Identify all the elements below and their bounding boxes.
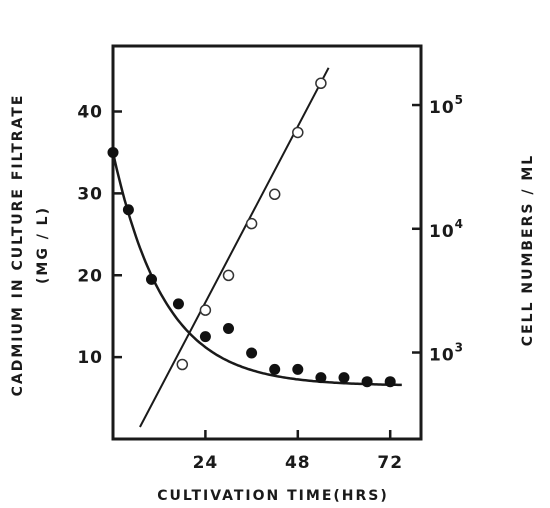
x-tick-label: 48 bbox=[285, 453, 311, 473]
x-tick-label: 24 bbox=[193, 453, 219, 473]
cadmium-point bbox=[292, 363, 304, 375]
cadmium-point bbox=[384, 376, 396, 388]
y-axis-title-left: CADMIUM IN CULTURE FILTRATE bbox=[10, 94, 26, 397]
x-axis-title: CULTIVATION TIME(HRS) bbox=[157, 488, 389, 504]
cadmium-point bbox=[223, 322, 234, 334]
y-right-tick-label: 103 bbox=[429, 341, 464, 366]
cell-count-point bbox=[199, 304, 212, 316]
y-axis-unit-left: (MG / L) bbox=[35, 206, 51, 284]
y-axis-title-right: CELL NUMBERS / ML bbox=[520, 154, 536, 346]
cadmium-point bbox=[246, 347, 258, 359]
cell-count-point bbox=[292, 126, 304, 139]
y-right-tick-label: 105 bbox=[429, 93, 464, 118]
cadmium-point bbox=[199, 331, 211, 343]
cadmium-fit-curve bbox=[111, 152, 402, 387]
cadmium-point bbox=[122, 204, 134, 216]
cadmium-point bbox=[361, 376, 373, 388]
plot-frame bbox=[111, 44, 423, 441]
cadmium-point bbox=[172, 298, 184, 310]
cell-count-point bbox=[315, 77, 327, 89]
cadmium-point bbox=[269, 363, 281, 375]
cadmium-point bbox=[315, 372, 327, 384]
cell-count-point bbox=[222, 269, 235, 282]
y-left-tick-label: 30 bbox=[77, 184, 103, 204]
cell-count-point bbox=[176, 358, 189, 371]
y-right-tick-label: 104 bbox=[429, 217, 464, 242]
cell-count-point bbox=[268, 188, 281, 201]
cadmium-point bbox=[107, 146, 119, 158]
y-left-tick-label: 40 bbox=[77, 103, 103, 123]
cadmium-point bbox=[146, 273, 157, 285]
axis-ticks bbox=[113, 103, 421, 439]
x-tick-label: 72 bbox=[377, 453, 403, 473]
y-left-tick-label: 10 bbox=[77, 348, 103, 368]
cell-count-point bbox=[245, 217, 258, 230]
chart-marks bbox=[107, 67, 402, 428]
y-left-tick-label: 20 bbox=[77, 266, 103, 286]
cadmium-point bbox=[338, 372, 350, 384]
tick-labels: 24 48 72 10 20 30 40 103 104 105 bbox=[77, 93, 464, 473]
